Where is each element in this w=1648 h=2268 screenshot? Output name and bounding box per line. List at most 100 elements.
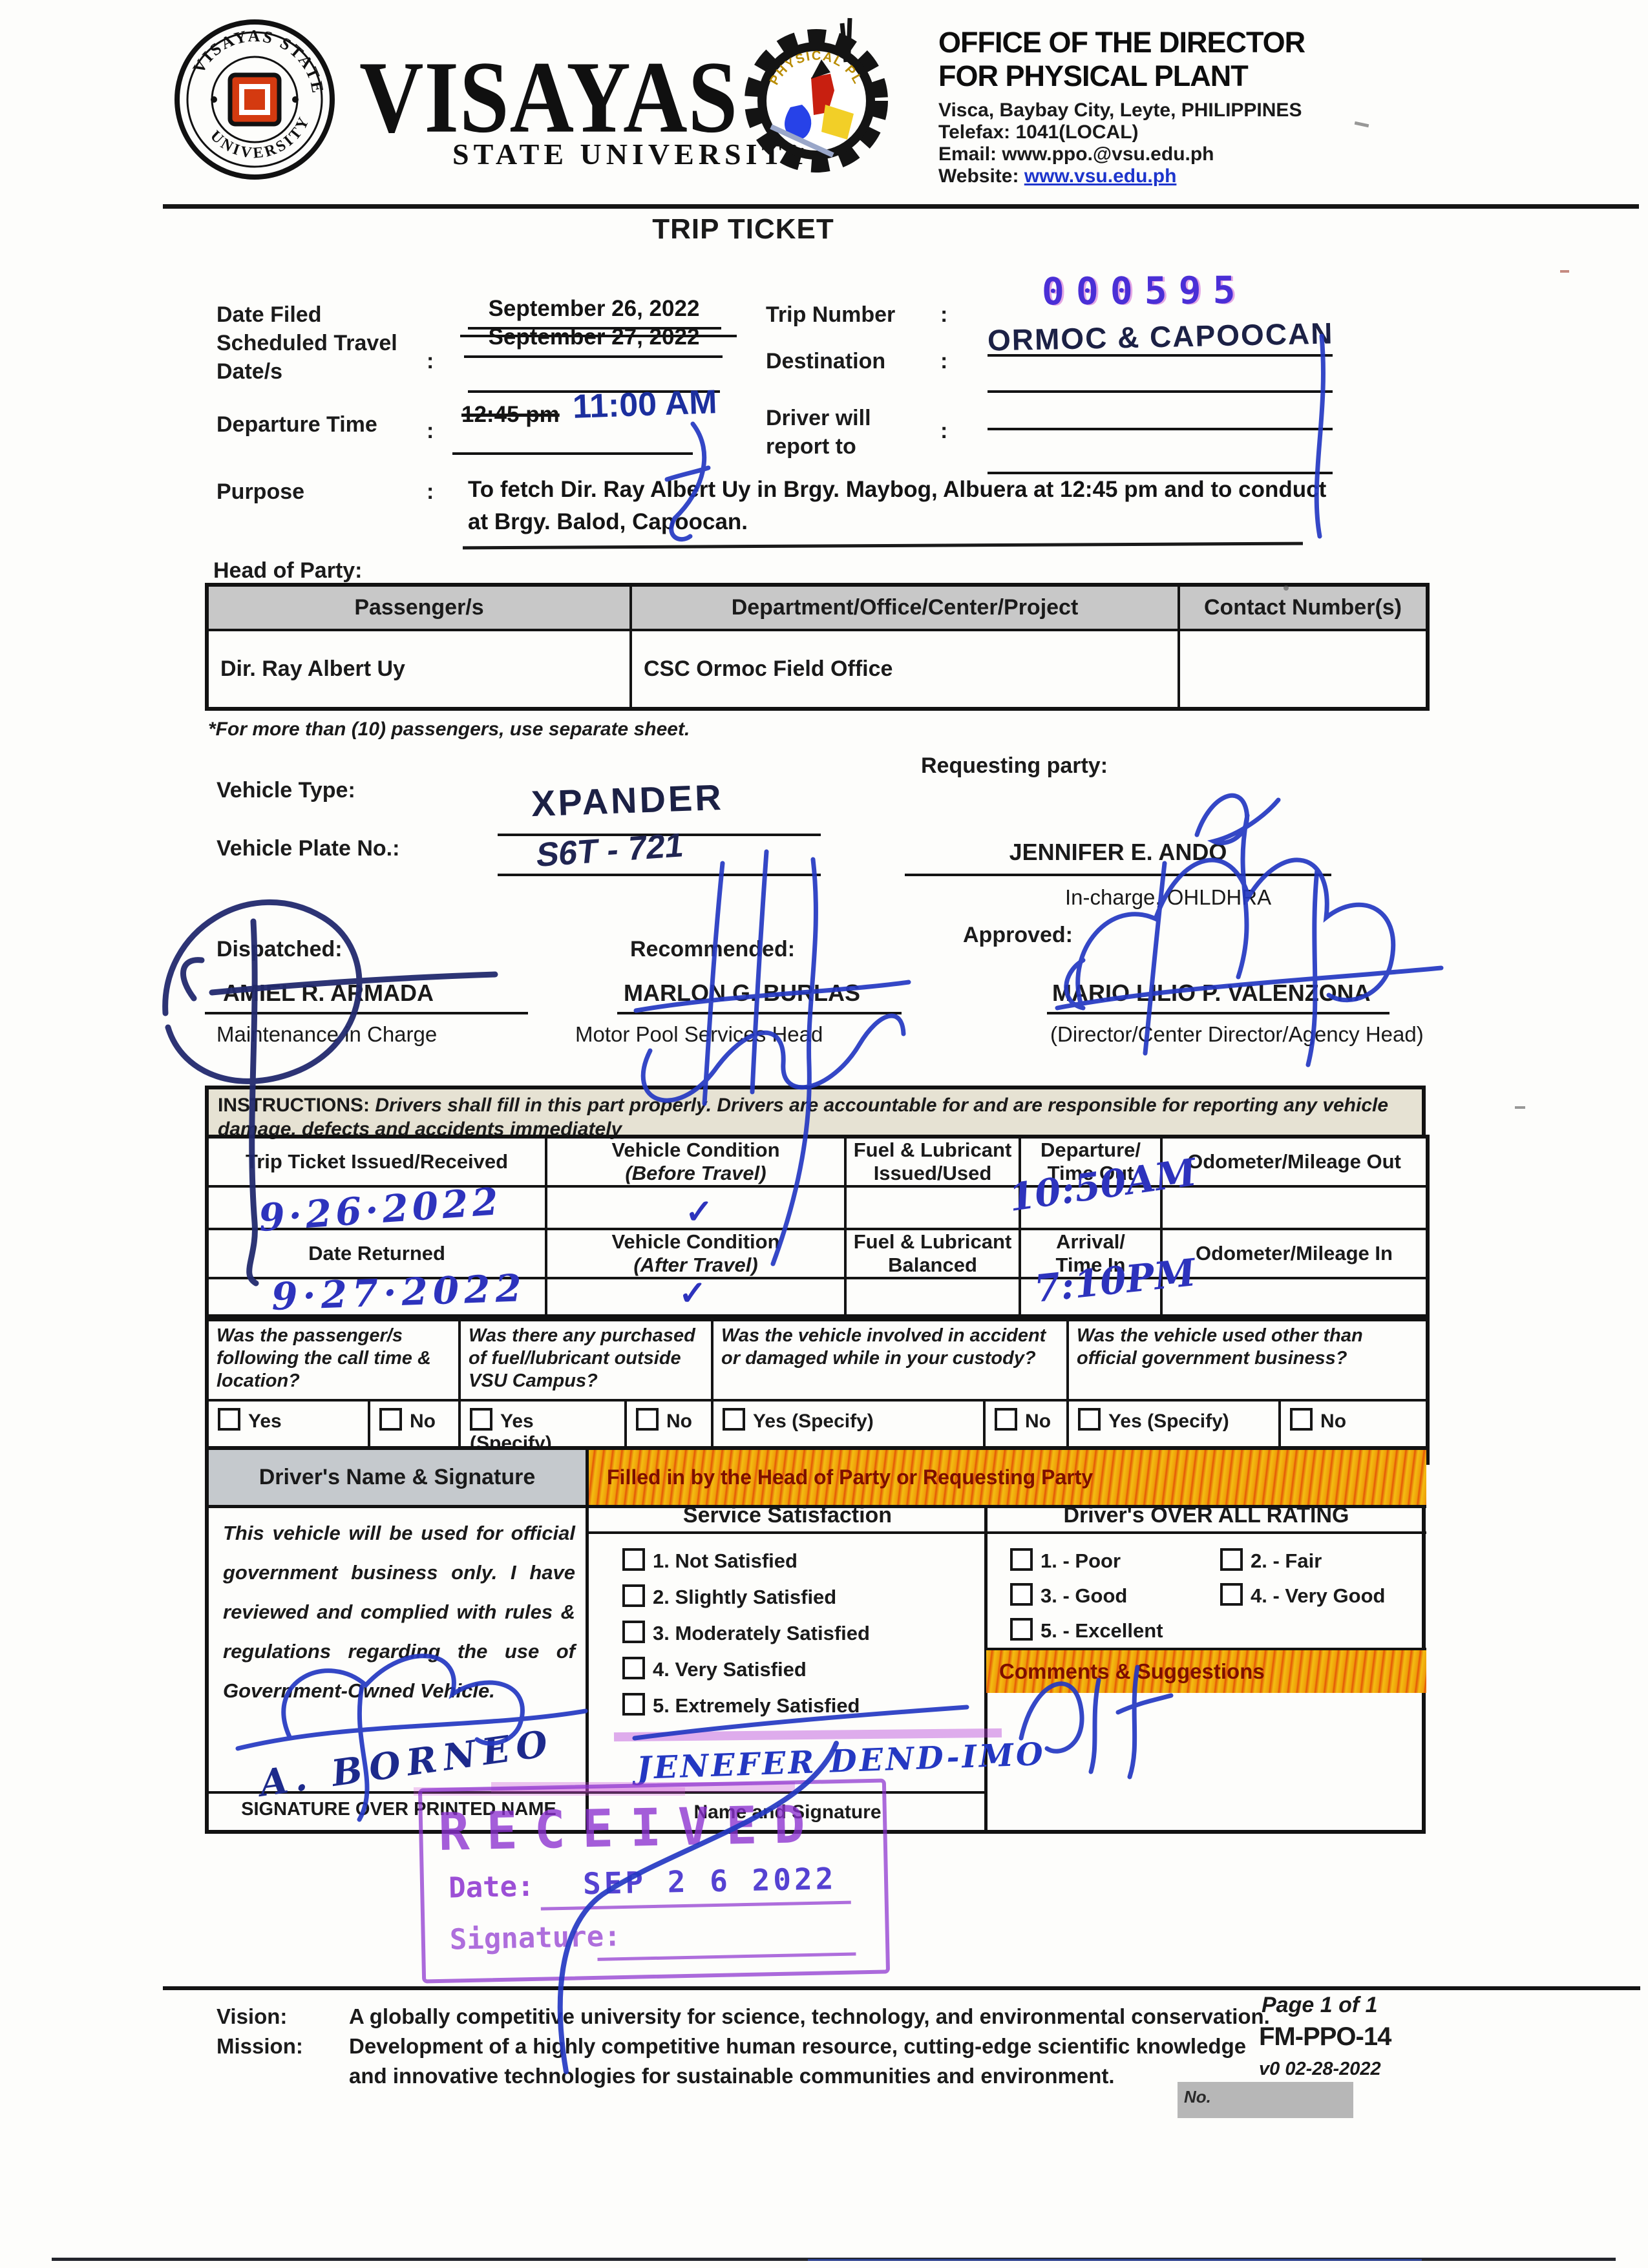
h-dp-1: Departure/ bbox=[1040, 1139, 1141, 1161]
sat2-checkbox bbox=[622, 1584, 645, 1607]
purpose-text-line1: To fetch Dir. Ray Albert Uy in Brgy. May… bbox=[468, 477, 1327, 502]
passenger-note: *For more than (10) passengers, use sepa… bbox=[208, 719, 690, 740]
rate3-label: 3. - Good bbox=[1041, 1584, 1128, 1607]
received-stamp-signature-label: Signature: bbox=[449, 1920, 622, 1957]
rating-option-3: 3. - Good bbox=[1010, 1583, 1127, 1608]
scheduled-travel-value: September 27, 2022 bbox=[488, 324, 700, 350]
departure-time-colon: : bbox=[427, 419, 434, 443]
comments-suggestions-text: Comments & Suggestions bbox=[999, 1659, 1265, 1683]
q1-yes-label: Yes bbox=[248, 1411, 282, 1432]
dispatched-label: Dispatched: bbox=[217, 937, 343, 961]
vision-text: A globally competitive university for sc… bbox=[349, 2004, 1270, 2028]
purpose-colon: : bbox=[427, 479, 434, 504]
recommended-label: Recommended: bbox=[630, 937, 796, 961]
dispatched-title: Maintenance in Charge bbox=[217, 1022, 438, 1046]
questions-table: Was the passenger/s following the call t… bbox=[205, 1314, 1430, 1465]
h-departure-time-out: Departure/Time Out bbox=[1019, 1135, 1163, 1188]
h-vcb-2: (Before Travel) bbox=[625, 1162, 766, 1184]
h-vcb-1: Vehicle Condition bbox=[611, 1139, 780, 1161]
h-odometer-out: Odometer/Mileage Out bbox=[1160, 1135, 1429, 1188]
h-date-returned: Date Returned bbox=[206, 1228, 547, 1279]
header-rule bbox=[163, 204, 1639, 209]
destination-handwritten-value: ORMOC & CAPOOCAN bbox=[987, 316, 1334, 357]
driver-rating-title: Driver's OVER ALL RATING bbox=[1063, 1503, 1349, 1528]
cell-date-returned bbox=[206, 1277, 547, 1321]
vehicle-type-label: Vehicle Type: bbox=[217, 778, 355, 803]
cell-odometer-out bbox=[1160, 1185, 1429, 1230]
h-vca-1: Vehicle Condition bbox=[611, 1230, 780, 1253]
dispatched-name: AMIEL R. ARMADA bbox=[223, 980, 434, 1006]
destination-colon: : bbox=[940, 349, 948, 373]
trip-number-label: Trip Number bbox=[766, 302, 896, 327]
signature-over-printed-name-label: SIGNATURE OVER PRINTED NAME bbox=[241, 1799, 556, 1820]
rate4-checkbox bbox=[1220, 1583, 1243, 1606]
gear-red-shape bbox=[811, 74, 834, 115]
driver-report-label-line1: Driver will bbox=[766, 406, 871, 430]
instructions-text-line1: Drivers shall fill in this part properly… bbox=[375, 1095, 1389, 1116]
rating-option-4: 4. - Very Good bbox=[1220, 1583, 1385, 1608]
h-trip-ticket-issued: Trip Ticket Issued/Received bbox=[206, 1135, 547, 1188]
form-number-label: No. bbox=[1184, 2087, 1211, 2106]
vehicle-type-handwritten-value: XPANDER bbox=[530, 776, 724, 824]
sat5-label: 5. Extremely Satisfied bbox=[653, 1694, 860, 1717]
cell-time-out bbox=[1019, 1185, 1163, 1230]
h-vehicle-condition-before: Vehicle Condition (Before Travel) bbox=[545, 1135, 847, 1188]
office-title-line1: OFFICE OF THE DIRECTOR bbox=[938, 26, 1305, 59]
q4-yes-label: Yes (Specify) bbox=[1108, 1411, 1229, 1432]
received-stamp: RECEIVED Date: SEP 2 6 2022 Signature: bbox=[417, 1778, 891, 1984]
sat4-label: 4. Very Satisfied bbox=[653, 1658, 807, 1681]
office-website-link[interactable]: www.vsu.edu.ph bbox=[1024, 165, 1177, 187]
recommended-title: Motor Pool Services Head bbox=[575, 1022, 823, 1046]
mission-text-line2: and innovative technologies for sustaina… bbox=[349, 2064, 1115, 2088]
service-satisfaction-title: Service Satisfaction bbox=[682, 1503, 893, 1528]
form-number-box: No. bbox=[1178, 2082, 1353, 2118]
approved-label: Approved: bbox=[963, 923, 1073, 947]
trip-log-table: Trip Ticket Issued/Received Vehicle Cond… bbox=[205, 1135, 1430, 1321]
university-wordmark: VISAYAS bbox=[359, 39, 739, 154]
university-wordmark-sub: STATE UNIVERSITY bbox=[452, 138, 812, 171]
question-call-time: Was the passenger/s following the call t… bbox=[205, 1315, 461, 1402]
driver-name-sig-header: Driver's Name & Signature bbox=[209, 1450, 589, 1508]
sat3-label: 3. Moderately Satisfied bbox=[653, 1622, 870, 1644]
h-dp-2: Time Out bbox=[1047, 1162, 1134, 1184]
page-indicator: Page 1 of 1 bbox=[1262, 1993, 1378, 2017]
cell-time-in bbox=[1019, 1277, 1163, 1321]
requesting-party-name: JENNIFER E. ANDO bbox=[1009, 839, 1227, 865]
sat5-checkbox bbox=[622, 1693, 645, 1716]
departure-time-old-value: 12:45 pm bbox=[461, 402, 560, 427]
received-stamp-date-value: SEP 2 6 2022 bbox=[582, 1861, 837, 1902]
q3-yes-checkbox bbox=[723, 1408, 746, 1431]
cell-fuel-issued bbox=[844, 1185, 1021, 1230]
cell-department: CSC Ormoc Field Office bbox=[629, 629, 1180, 710]
mission-text-line1: Development of a highly competitive huma… bbox=[349, 2034, 1247, 2058]
vsu-seal-logo: VISAYAS STATE UNIVERSITY bbox=[174, 19, 335, 180]
scheduled-travel-colon: : bbox=[427, 349, 434, 373]
h-fb-2: Balanced bbox=[888, 1254, 977, 1276]
q3-yes-label: Yes (Specify) bbox=[753, 1411, 874, 1432]
driver-name-sig-header-text: Driver's Name & Signature bbox=[259, 1465, 536, 1489]
head-of-party-label: Head of Party: bbox=[213, 558, 363, 583]
cell-contact bbox=[1178, 629, 1429, 710]
purpose-text-line2: at Brgy. Balod, Capoocan. bbox=[468, 509, 748, 534]
q4-no-label: No bbox=[1320, 1411, 1347, 1432]
comments-suggestions-header: Comments & Suggestions bbox=[986, 1650, 1426, 1693]
departure-time-label: Departure Time bbox=[217, 412, 377, 437]
date-filed-label: Date Filed bbox=[217, 302, 322, 327]
h-ar-1: Arrival/ bbox=[1056, 1230, 1125, 1253]
h-fuel-balanced: Fuel & Lubricant Balanced bbox=[844, 1228, 1021, 1279]
page-title: TRIP TICKET bbox=[652, 213, 834, 245]
gear-blue-drop bbox=[785, 105, 812, 140]
trip-number-stamp: 000595 bbox=[1041, 268, 1247, 314]
office-telefax: Telefax: 1041(LOCAL) bbox=[938, 121, 1139, 143]
rate3-checkbox bbox=[1010, 1583, 1033, 1606]
approved-name: MARIO LILIO P. VALENZONA bbox=[1052, 980, 1371, 1006]
date-filed-value: September 26, 2022 bbox=[488, 296, 700, 321]
purpose-label: Purpose bbox=[217, 479, 305, 504]
filled-by-head-header: Filled in by the Head of Party or Reques… bbox=[589, 1450, 1426, 1508]
h-fuel-issued: Fuel & Lubricant Issued/Used bbox=[844, 1135, 1021, 1188]
q3-no-label: No bbox=[1025, 1411, 1051, 1432]
col-header-passengers: Passenger/s bbox=[206, 583, 632, 631]
destination-label: Destination bbox=[766, 349, 886, 373]
cell-condition-after bbox=[545, 1277, 847, 1321]
